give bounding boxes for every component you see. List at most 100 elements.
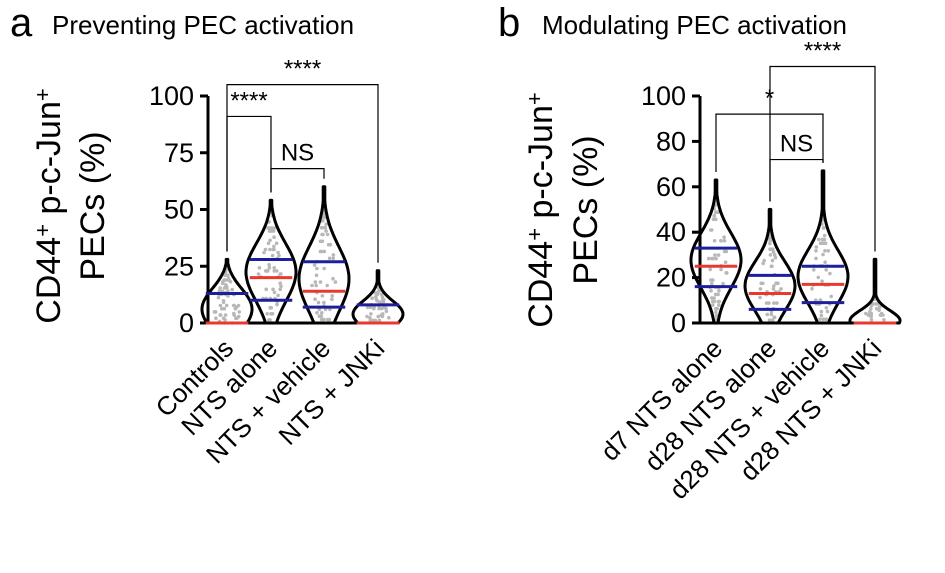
bracket-line [769,158,824,202]
data-point [326,242,331,247]
data-point [820,279,824,284]
data-point [821,252,825,257]
data-point [721,281,725,286]
data-point [765,312,770,317]
violin-3 [351,269,405,325]
y-tick-label: 100 [149,81,194,111]
data-point [716,292,720,297]
significance-label: **** [284,56,321,83]
data-point [874,302,878,306]
data-point [272,226,277,230]
y-axis-label-ylabel_sup1: + [30,224,55,237]
data-point [866,313,871,317]
significance-label: NS [780,131,813,158]
data-point [823,249,827,253]
data-point [228,279,233,284]
y-tick-label: 60 [656,172,686,202]
data-point [820,237,825,242]
data-point [371,318,376,323]
data-point [709,228,714,232]
data-point [829,294,833,299]
data-point [770,258,775,263]
data-point [759,281,763,286]
violin-2 [297,185,351,325]
data-point [825,309,830,314]
data-point [327,317,332,322]
data-point [272,290,277,295]
violin-1 [244,198,298,325]
data-point [772,301,776,305]
data-point [376,314,381,319]
data-point [322,215,327,220]
data-point [824,306,829,310]
data-point [771,287,776,291]
data-point [711,217,716,222]
significance-bracket: **** [226,87,272,252]
panel-title: Modulating PEC activation [542,10,847,40]
data-point [272,266,277,270]
data-point [224,303,229,308]
data-point [314,273,319,278]
violin-outline [244,198,298,325]
data-point [266,226,270,230]
data-point [823,260,827,265]
data-point [319,225,324,230]
data-point [231,303,236,308]
data-point [279,284,283,289]
data-point [814,245,819,249]
data-point [269,229,273,233]
data-point [221,316,226,321]
data-point [380,314,385,319]
data-point [315,311,319,315]
y-axis-label-ylabel_line1: CD44 [30,237,68,324]
data-point [879,313,884,317]
data-point [312,263,317,267]
data-point [824,317,828,322]
data-point [236,303,241,308]
panel-title: Preventing PEC activation [52,10,354,40]
data-point [826,249,831,253]
data-point [723,260,728,265]
data-point [330,294,335,298]
data-point [769,312,774,317]
data-point [226,276,231,281]
data-point [322,266,327,271]
data-point [221,300,226,305]
data-point [314,283,319,288]
data-point [220,306,224,311]
data-point [223,278,227,282]
data-point [877,308,881,313]
data-point [711,303,715,307]
data-point [278,287,283,292]
significance-bracket: **** [769,37,876,252]
y-axis-label-ylabel_sup2: + [30,88,55,101]
data-point [769,264,774,269]
data-point [316,300,321,305]
data-point [818,317,822,322]
data-point [377,306,381,311]
violin-3 [848,257,902,325]
data-point [713,253,717,257]
data-point [764,301,769,305]
data-point [318,280,323,284]
data-point [761,261,765,266]
data-point [268,247,272,252]
data-point [226,273,230,278]
data-point [712,239,717,243]
data-point [368,305,373,310]
data-point [719,267,723,272]
data-point [325,232,330,237]
y-axis-label-line2: PECs (%) [74,131,112,280]
data-point [768,253,773,257]
panel-letter: b [498,1,520,45]
data-point [323,225,328,230]
data-point [277,253,281,258]
data-point [267,263,271,267]
data-point [267,266,272,270]
data-point [216,295,221,300]
data-point [268,318,272,322]
data-point [270,253,275,258]
data-point [814,249,818,253]
